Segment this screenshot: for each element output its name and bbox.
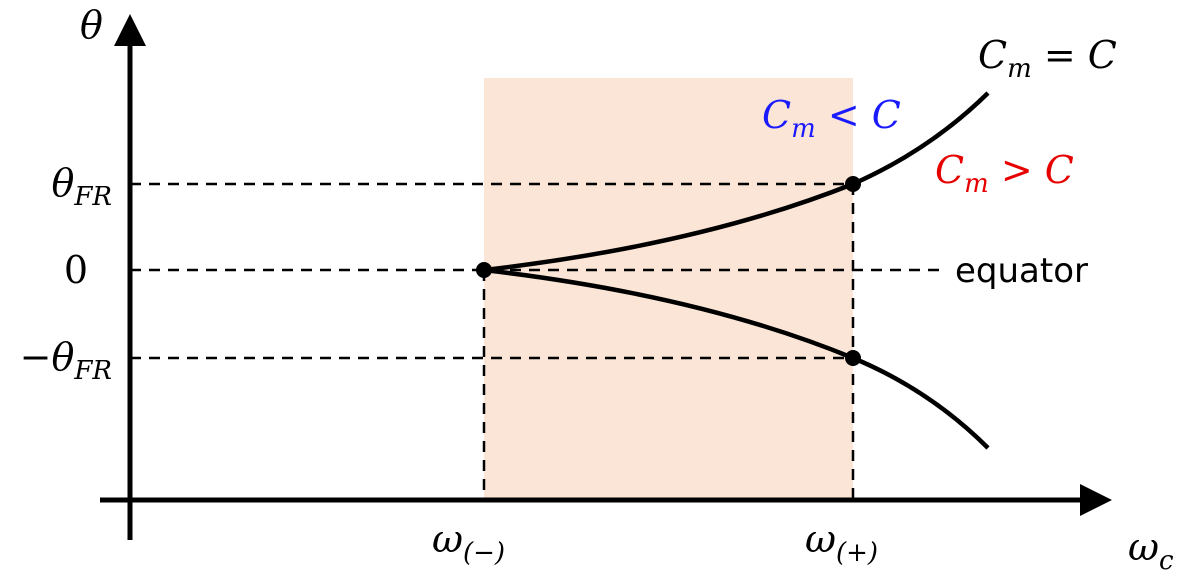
guide-lines [130, 182, 940, 500]
upper-curve [483, 91, 990, 273]
x-tick-label: ω(+) [805, 517, 878, 568]
point [845, 176, 861, 192]
curve-label: Cm < C [762, 93, 901, 144]
y-tick-label: θFR [51, 161, 112, 212]
y-tick-label: 0 [64, 248, 88, 292]
x-tick-label: ω(−) [432, 517, 505, 568]
equator-label: equator [955, 251, 1088, 291]
point [476, 262, 492, 278]
shaded-region [484, 78, 853, 500]
points [476, 176, 861, 366]
curve-label: Cm > C [935, 148, 1074, 199]
y-axis-label: θ [80, 3, 103, 47]
y-tick-label: −θFR [20, 335, 112, 386]
axes [100, 30, 1095, 540]
point [845, 350, 861, 366]
lower-curve [483, 267, 990, 450]
curve-label: Cm = C [978, 33, 1117, 84]
x-axis-label: ωc [1128, 525, 1174, 576]
